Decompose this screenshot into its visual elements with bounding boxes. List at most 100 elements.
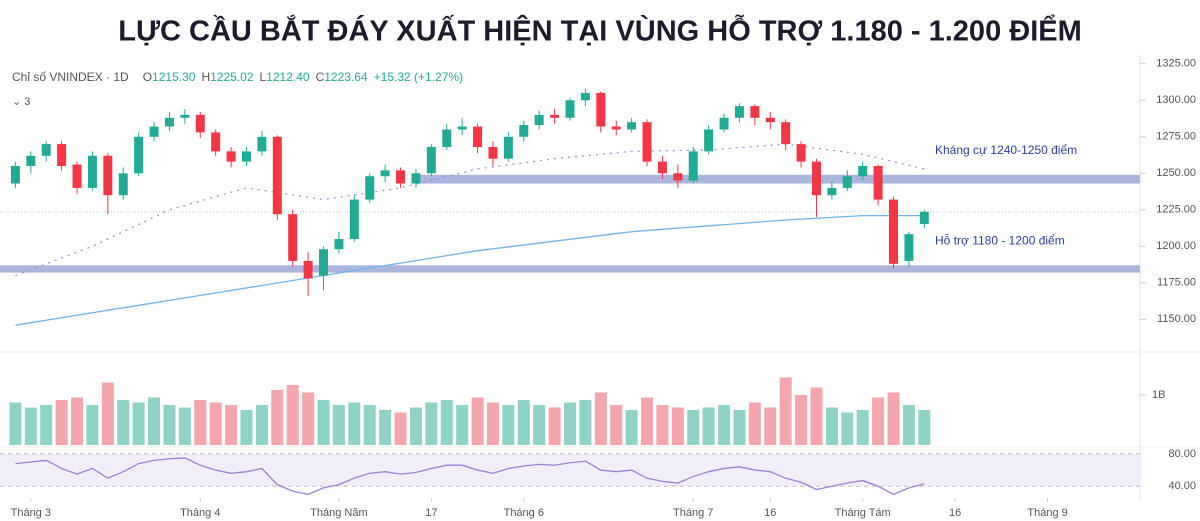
chart-title: LỰC CẦU BẮT ĐÁY XUẤT HIỆN TẠI VÙNG HỖ TR… [118, 14, 1082, 48]
ohlc-value: 1225.02 [210, 70, 254, 84]
candle-body [704, 129, 714, 152]
volume-bar [733, 410, 746, 445]
candle-body [719, 117, 729, 130]
volume-bar [86, 405, 99, 445]
volume-bar [117, 400, 130, 445]
rsi-band [0, 453, 1140, 487]
volume-bar [209, 402, 222, 445]
band-label: Hỗ trợ 1180 - 1200 điểm [935, 232, 1065, 247]
x-tick-label: 16 [949, 507, 961, 519]
volume-bar [302, 392, 315, 445]
volume-bar [872, 397, 885, 445]
volume-bar [178, 407, 191, 445]
candle-body [473, 126, 483, 148]
candle-body [211, 132, 221, 152]
candle-body [580, 92, 590, 101]
indicator-toggle: ⌄ 3 [12, 96, 30, 108]
volume-bar [718, 405, 731, 445]
volume-bar [425, 402, 438, 445]
candle-body [226, 151, 236, 162]
band [415, 174, 1141, 184]
volume-bar [610, 405, 623, 445]
moving-average [15, 214, 925, 326]
candle-body [365, 176, 375, 200]
x-tick-label: Tháng 4 [180, 507, 220, 519]
volume-bar [641, 397, 654, 445]
ohlc-key: H [201, 70, 210, 84]
band [0, 265, 1140, 273]
candle-body [288, 214, 298, 261]
candle-body [858, 165, 868, 177]
volume-bar [194, 400, 207, 445]
candle-body [272, 136, 282, 215]
candle-body [426, 147, 436, 174]
volume-bar [795, 395, 808, 445]
x-tick-label: Tháng Năm [310, 507, 367, 519]
ohlc-key: O [143, 70, 152, 84]
volume-bar [132, 402, 145, 445]
candle-body [411, 173, 421, 184]
volume-bar [579, 400, 592, 445]
candle-body [550, 114, 560, 118]
symbol: Chỉ số VNINDEX · 1D [12, 70, 129, 84]
candle-body [889, 199, 899, 264]
ohlc-value: 1212.40 [266, 70, 310, 84]
candle-body [103, 155, 113, 196]
candle-body [519, 125, 529, 137]
volume-bar [594, 392, 607, 445]
volume-bar [379, 410, 392, 445]
y-tick-label: 1B [1152, 389, 1165, 401]
candle-body [627, 122, 637, 130]
candle-body [303, 260, 313, 279]
candle-body [164, 117, 174, 127]
y-tick-label: 40.00 [1168, 480, 1196, 492]
volume-bar [564, 402, 576, 445]
volume-bar [24, 407, 37, 445]
y-tick-label: 1225.00 [1156, 204, 1196, 216]
candle-body [442, 129, 452, 148]
candle-body [195, 114, 205, 133]
candle-body [134, 136, 144, 174]
ohlc-key: L [260, 70, 267, 84]
candle-body [642, 122, 652, 162]
candle-body [565, 100, 575, 118]
volume-bar [656, 405, 669, 445]
candle-body [919, 211, 929, 224]
x-tick-label: 17 [425, 507, 437, 519]
ohlc-key: C [316, 70, 325, 84]
volume-bar [71, 397, 84, 445]
ohlc-value: 1215.30 [152, 70, 196, 84]
volume-bar [225, 405, 238, 445]
volume-bar [764, 407, 777, 445]
candle-body [765, 117, 775, 123]
candle-body [319, 249, 329, 276]
volume-bar [887, 392, 900, 445]
candle-body [380, 170, 390, 177]
volume-bar [825, 407, 838, 445]
candle-body [904, 234, 914, 261]
candle-body [673, 173, 683, 181]
candle-body [87, 155, 97, 188]
y-tick-label: 80.00 [1168, 448, 1196, 460]
ohlc-value: 1223.64 [324, 70, 368, 84]
y-tick-label: 1275.00 [1156, 131, 1196, 143]
candle-body [534, 114, 544, 126]
volume-bar [502, 405, 515, 445]
volume-bar [363, 405, 376, 445]
volume-bar [348, 402, 361, 445]
candle-body [26, 155, 36, 166]
volume-bar [394, 412, 407, 445]
volume-bar [440, 400, 453, 445]
volume-bar [671, 407, 684, 445]
candle-body [241, 151, 251, 162]
volume-bar [702, 407, 715, 445]
candle-body [734, 106, 744, 118]
y-tick-label: 1250.00 [1156, 167, 1196, 179]
candle-body [72, 164, 82, 188]
volume-bar [810, 387, 823, 445]
volume-bar [456, 405, 469, 445]
volume-bar [625, 410, 638, 445]
candle-body [657, 161, 667, 174]
change: +15.32 (+1.27%) [374, 70, 463, 84]
y-tick-label: 1325.00 [1156, 58, 1196, 70]
